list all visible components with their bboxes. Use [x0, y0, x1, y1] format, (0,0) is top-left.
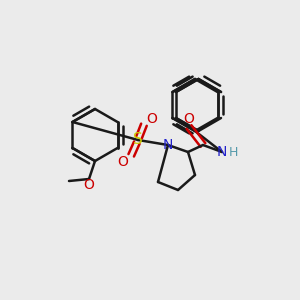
Text: N: N	[217, 145, 227, 159]
Text: O: O	[84, 178, 94, 192]
Text: H: H	[228, 146, 238, 158]
Text: O: O	[184, 112, 194, 126]
Text: O: O	[118, 155, 128, 169]
Text: N: N	[163, 138, 173, 152]
Text: O: O	[147, 112, 158, 126]
Text: S: S	[133, 133, 143, 148]
